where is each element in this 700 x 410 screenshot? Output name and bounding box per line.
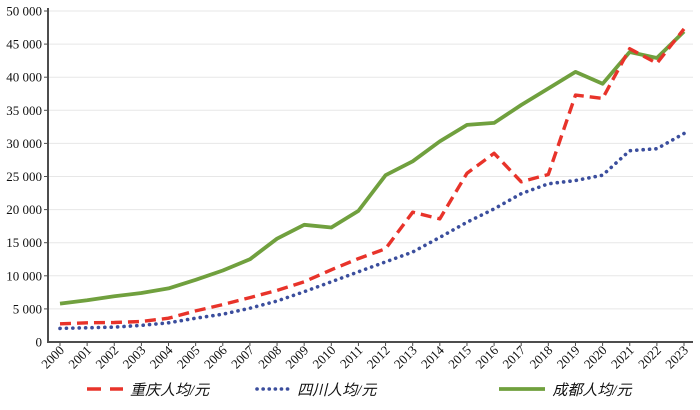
x-tick-label: 2006: [201, 342, 230, 371]
y-tick-label: 10 000: [6, 268, 42, 283]
x-tick-label: 2017: [499, 342, 528, 371]
x-tick-label: 2005: [174, 343, 203, 372]
legend-item-chongqing: 重庆人均/元: [86, 379, 209, 400]
y-tick-label: 50 000: [6, 4, 42, 19]
x-tick-label: 2016: [472, 342, 501, 371]
x-tick-label: 2000: [38, 343, 67, 372]
y-tick-label: 45 000: [6, 37, 42, 52]
x-tick-label: 2012: [364, 343, 393, 372]
x-tick-label: 2002: [92, 343, 121, 372]
x-tick-label: 2008: [255, 343, 284, 372]
series-line-chengdu: [59, 30, 686, 306]
x-tick-label: 2022: [635, 343, 664, 372]
x-tick-label: 2001: [65, 343, 94, 372]
y-tick-label: 5 000: [13, 301, 42, 316]
legend-label-chongqing: 重庆人均/元: [130, 382, 210, 399]
legend-label-chengdu: 成都人均/元: [552, 382, 632, 399]
dashed-line-swatch: [87, 387, 123, 391]
x-tick-label: 2004: [147, 342, 176, 371]
series-line-sichuan: [58, 131, 686, 331]
x-tick-label: 2003: [120, 343, 149, 372]
x-tick-label: 2009: [282, 343, 311, 372]
series-line-chongqing: [59, 27, 686, 326]
x-tick-label: 2013: [391, 343, 420, 372]
legend-item-chengdu: 成都人均/元: [498, 379, 632, 400]
x-tick-label: 2020: [581, 343, 610, 372]
x-tick-label: 2007: [228, 342, 257, 371]
x-tick-label: 2023: [662, 343, 691, 372]
y-tick-label: 0: [36, 335, 43, 350]
x-tick-label: 2011: [337, 343, 366, 372]
x-tick-label: 2019: [554, 343, 583, 372]
legend-item-sichuan: 四川人均/元: [255, 379, 376, 400]
y-tick-label: 15 000: [6, 235, 42, 250]
dotted-line-swatch: [255, 387, 291, 391]
y-tick-label: 40 000: [6, 70, 42, 85]
chart-legend: 重庆人均/元 四川人均/元 成都人均/元: [0, 372, 700, 406]
solid-line-swatch: [499, 387, 546, 391]
y-tick-label: 25 000: [6, 169, 42, 184]
x-tick-label: 2014: [418, 342, 447, 371]
x-tick-label: 2010: [309, 343, 338, 372]
x-tick-label: 2015: [445, 343, 474, 372]
y-tick-label: 30 000: [6, 136, 42, 151]
y-tick-label: 20 000: [6, 202, 42, 217]
legend-label-sichuan: 四川人均/元: [297, 382, 377, 399]
y-tick-label: 35 000: [6, 103, 42, 118]
x-tick-label: 2021: [608, 343, 637, 372]
x-tick-label: 2018: [526, 343, 555, 372]
chart-canvas: 0 5 000 10 000 15 000 20 000 25 000 30 000 35 0…: [6, 4, 693, 372]
